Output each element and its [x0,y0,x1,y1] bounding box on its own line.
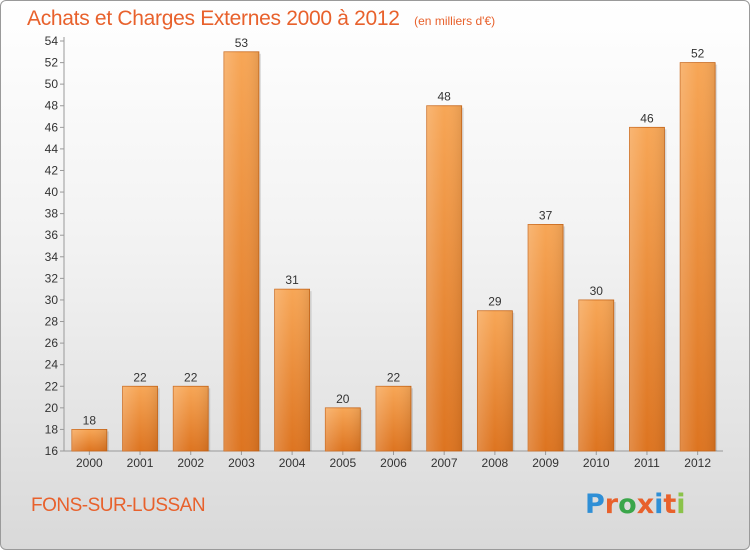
bar-highlight [426,105,462,451]
logo-letter: o [618,489,637,520]
x-tick-label: 2000 [76,456,103,470]
x-tick-label: 2007 [431,456,458,470]
y-tick-label: 50 [45,77,59,91]
logo-letter: i [676,489,686,520]
x-tick-label: 2006 [380,456,407,470]
bar-highlight [274,289,310,451]
logo-letter: x [636,489,655,520]
x-tick-label: 2005 [329,456,356,470]
y-tick-label: 44 [45,142,59,156]
logo-letter: P [585,489,605,520]
data-label: 20 [336,392,350,406]
data-labels: 2000 18 2001 22 2002 22 2003 53 2004 31 2005 20 2006… [76,36,711,470]
y-tick-label: 26 [45,336,59,350]
logo-letter: t [663,489,677,520]
logo-letter: r [604,489,619,520]
bar-highlight [71,429,107,451]
y-tick-label: 18 [45,422,59,436]
x-tick-label: 2001 [127,456,154,470]
x-tick-label: 2009 [532,456,559,470]
y-tick-label: 52 [45,56,59,70]
chart-header: Achats et Charges Externes 2000 à 2012 (… [27,7,495,31]
data-label: 18 [83,413,97,427]
x-tick-label: 2002 [177,456,204,470]
y-tick-label: 34 [45,250,59,264]
y-tick-label: 28 [45,315,59,329]
x-tick-label: 2003 [228,456,255,470]
bar-highlight [122,386,158,451]
y-tick-label: 36 [45,228,59,242]
bar-highlight [477,310,513,451]
proxiti-logo: Proxiti [585,489,686,520]
y-tick-label: 42 [45,163,59,177]
y-tick-label: 32 [45,271,59,285]
bar-highlight [528,224,564,451]
data-label: 31 [285,273,299,287]
bar-highlight [629,127,665,451]
bar-highlight [578,299,614,451]
bar-highlight [680,62,716,451]
data-label: 29 [488,295,502,309]
data-label: 37 [539,208,553,222]
y-tick-label: 38 [45,207,59,221]
commune-name: FONS-SUR-LUSSAN [31,495,206,516]
y-tick-label: 46 [45,120,59,134]
chart-title: Achats et Charges Externes 2000 à 2012 [27,7,400,30]
y-tick-label: 30 [45,293,59,307]
data-label: 22 [387,370,401,384]
x-tick-label: 2008 [482,456,509,470]
y-tick-label: 22 [45,379,59,393]
logo-letter: i [654,489,664,520]
bar-highlight [223,51,259,451]
x-tick-label: 2012 [684,456,711,470]
data-label: 52 [691,47,705,61]
data-label: 22 [184,370,198,384]
bar-highlight [325,407,361,451]
bar-highlight [173,386,209,451]
y-tick-label: 16 [45,444,59,458]
y-tick-label: 54 [45,34,59,48]
y-tick-label: 40 [45,185,59,199]
bars [71,51,718,452]
data-label: 30 [590,284,604,298]
y-tick-label: 24 [45,358,59,372]
data-label: 46 [640,111,654,125]
data-label: 53 [235,36,249,50]
chart-unit: (en milliers d'€) [414,14,496,28]
data-label: 22 [133,370,147,384]
x-tick-label: 2010 [583,456,610,470]
bar-highlight [376,386,411,451]
y-tick-label: 20 [45,401,59,415]
y-tick-label: 48 [45,99,59,113]
x-tick-label: 2011 [634,456,660,470]
x-tick-label: 2004 [279,456,306,470]
data-label: 48 [438,90,452,104]
